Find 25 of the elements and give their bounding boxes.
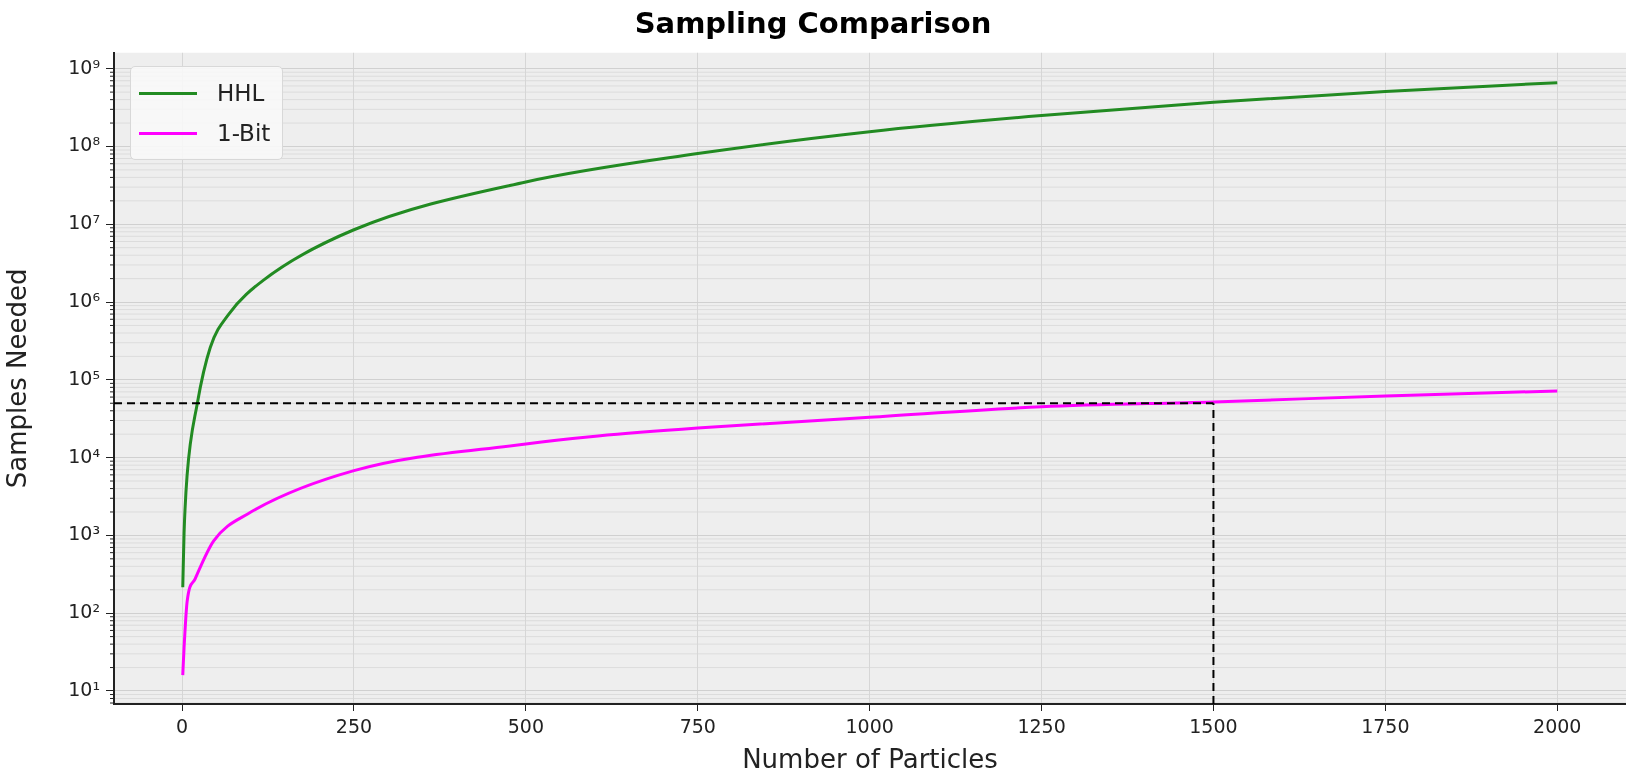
y-tick-label: 10⁴ — [68, 444, 101, 467]
x-tick-label: 1000 — [845, 715, 894, 738]
y-axis-title: Samples Needed — [2, 268, 33, 489]
x-tick-label: 2000 — [1533, 715, 1582, 738]
x-tick-label: 1500 — [1189, 715, 1238, 738]
line-series — [181, 389, 1559, 677]
chart-title: Sampling Comparison — [634, 5, 992, 40]
x-tick-label: 0 — [176, 715, 189, 738]
y-tick-label: 10⁹ — [68, 55, 100, 78]
y-tick-label: 10⁷ — [68, 211, 100, 234]
legend-label: HHL — [217, 80, 265, 106]
y-tick-label: 10² — [68, 600, 100, 623]
x-tick-label: 1750 — [1361, 715, 1410, 738]
y-tick-label: 10¹ — [68, 677, 100, 700]
line-series — [181, 81, 1559, 589]
y-tick-label: 10³ — [68, 522, 100, 545]
x-tick-label: 1250 — [1017, 715, 1066, 738]
x-tick-label: 750 — [679, 715, 716, 738]
x-tick-label: 250 — [335, 715, 373, 738]
y-tick-label: 10⁶ — [68, 288, 100, 311]
y-tick-label: 10⁵ — [68, 366, 100, 389]
y-tick-label: 10⁸ — [68, 133, 100, 156]
legend-label: 1-Bit — [217, 120, 271, 146]
x-tick-label: 500 — [507, 715, 544, 738]
x-axis-title: Number of Particles — [742, 744, 998, 775]
